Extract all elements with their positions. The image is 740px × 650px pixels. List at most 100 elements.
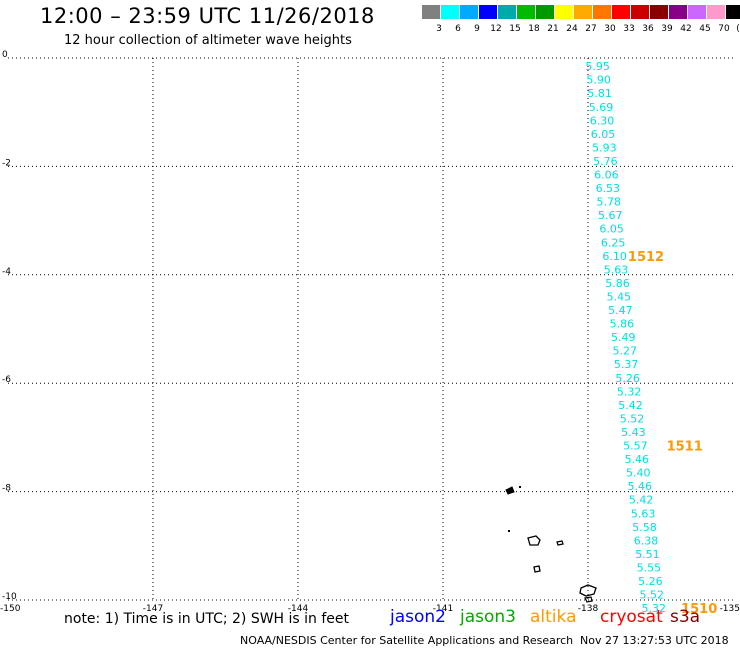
wave-height-value: 5.26 (615, 372, 640, 385)
footer-timestamp: Nov 27 13:27:53 UTC 2018 (580, 634, 729, 647)
wave-height-value: 5.40 (626, 467, 651, 480)
wave-height-value: 5.52 (640, 589, 665, 602)
legend-satellite-altika: altika (530, 607, 577, 627)
wave-height-value: 5.78 (597, 196, 622, 209)
color-swatch (612, 5, 630, 19)
color-scale-label: 3 (436, 24, 442, 34)
color-swatch (574, 5, 592, 19)
axis-tick-labels: -150 -147 -144 -141 -138 -135 0 -2 -4 -6 -8 -10 (0, 50, 740, 614)
color-swatch (517, 5, 535, 19)
color-scale-label: 33 (623, 24, 634, 34)
map-grid (8, 57, 733, 601)
latitude-tick-label: -10 (2, 592, 17, 602)
island-marquesas-5 (584, 596, 593, 603)
color-scale-label: 21 (547, 24, 558, 34)
wave-height-value: 5.86 (605, 277, 630, 290)
wave-height-value: 6.30 (590, 114, 615, 127)
wave-height-value: 5.43 (621, 426, 646, 439)
longitude-tick-label: -144 (288, 604, 309, 614)
latitude-tick-label: -4 (2, 267, 11, 277)
wave-height-value: 5.86 (610, 318, 635, 331)
color-swatch (422, 5, 440, 19)
color-swatch (460, 5, 478, 19)
wave-height-value: 5.95 (585, 60, 610, 73)
wave-height-value: 5.93 (592, 141, 617, 154)
wave-height-value: 6.06 (594, 169, 619, 182)
wave-height-value: 5.42 (629, 494, 654, 507)
map-title: 12:00 – 23:59 UTC 11/26/2018 (40, 4, 375, 28)
wave-height-value: 5.32 (641, 602, 666, 615)
color-swatch (479, 5, 497, 19)
wave-height-value: 5.76 (593, 155, 618, 168)
wave-height-value: 6.38 (634, 534, 659, 547)
legend-satellite-jason3: jason3 (460, 607, 516, 627)
longitude-tick-label: -147 (143, 604, 163, 614)
pass-time-label: 1511 (667, 440, 703, 455)
color-scale-label: 42 (680, 24, 691, 34)
longitude-tick-label: -138 (578, 604, 599, 614)
wave-height-value: 5.81 (587, 87, 612, 100)
wave-height-value: 5.37 (614, 358, 639, 371)
wave-height-value: 6.05 (591, 128, 616, 141)
wave-height-value: 6.25 (601, 236, 626, 249)
island-marquesas-3 (556, 540, 564, 546)
color-swatch (669, 5, 687, 19)
color-swatch (441, 5, 459, 19)
wave-height-value: 5.52 (620, 412, 645, 425)
wave-height-value: 5.57 (623, 440, 648, 453)
legend-note: note: 1) Time is in UTC; 2) SWH is in fe… (64, 611, 350, 627)
longitude-tick-label: -141 (433, 604, 453, 614)
wave-height-value: 5.42 (618, 399, 643, 412)
color-scale-label: 12 (490, 24, 501, 34)
color-scale-label: 6 (455, 24, 461, 34)
color-scale-label: 70 (718, 24, 730, 34)
pass-time-label: 1512 (628, 250, 664, 265)
color-scale-label: 36 (642, 24, 654, 34)
color-scale-label: 30 (604, 24, 616, 34)
island-marquesas-8 (508, 530, 510, 532)
color-swatch (631, 5, 649, 19)
color-scale-label: 39 (661, 24, 673, 34)
color-scale-label: 15 (509, 24, 520, 34)
wave-height-value: 5.47 (608, 304, 633, 317)
color-swatch (688, 5, 706, 19)
island-marquesas-4 (579, 584, 597, 597)
wave-height-value: 5.90 (586, 74, 611, 87)
legend-satellite-s3a: s3a (670, 607, 701, 627)
color-scale-label: 45 (699, 24, 710, 34)
wave-height-value: 5.49 (611, 331, 636, 344)
color-scale-label: 24 (566, 24, 578, 34)
wave-height-value: 5.55 (637, 561, 662, 574)
legend-satellite-jason2: jason2 (390, 607, 446, 627)
color-swatch (593, 5, 611, 19)
footer-credit: NOAA/NESDIS Center for Satellite Applica… (240, 634, 574, 647)
island-marquesas-1 (527, 535, 541, 546)
island-marquesas-7 (519, 486, 521, 488)
wave-height-value: 5.27 (612, 345, 637, 358)
pass-time-labels: 1512 1511 1510 (628, 250, 717, 617)
pass-time-label: 1510 (681, 602, 717, 617)
color-swatch (726, 5, 740, 19)
wave-height-value: 5.46 (627, 480, 652, 493)
wave-height-value: 5.45 (607, 290, 632, 303)
color-swatch (707, 5, 725, 19)
color-swatch (650, 5, 668, 19)
color-scale-label: (ft) (736, 24, 740, 34)
color-swatch (498, 5, 516, 19)
wave-height-value: 6.05 (599, 223, 624, 236)
wave-height-track: 5.955.905.815.696.306.055.935.766.066.53… (585, 60, 666, 615)
wave-height-value: 5.63 (604, 263, 629, 276)
color-swatch (555, 5, 573, 19)
color-scale-label: 9 (474, 24, 480, 34)
latitude-tick-label: -2 (2, 158, 11, 168)
islands (505, 486, 597, 603)
island-marquesas-6 (505, 486, 515, 495)
wave-height-value: 5.69 (589, 101, 614, 114)
wave-height-value: 5.32 (617, 385, 642, 398)
wave-height-value: 5.63 (631, 507, 656, 520)
latitude-tick-label: -8 (2, 484, 11, 494)
wave-height-value: 5.67 (598, 209, 623, 222)
longitude-tick-label: -150 (0, 604, 21, 614)
